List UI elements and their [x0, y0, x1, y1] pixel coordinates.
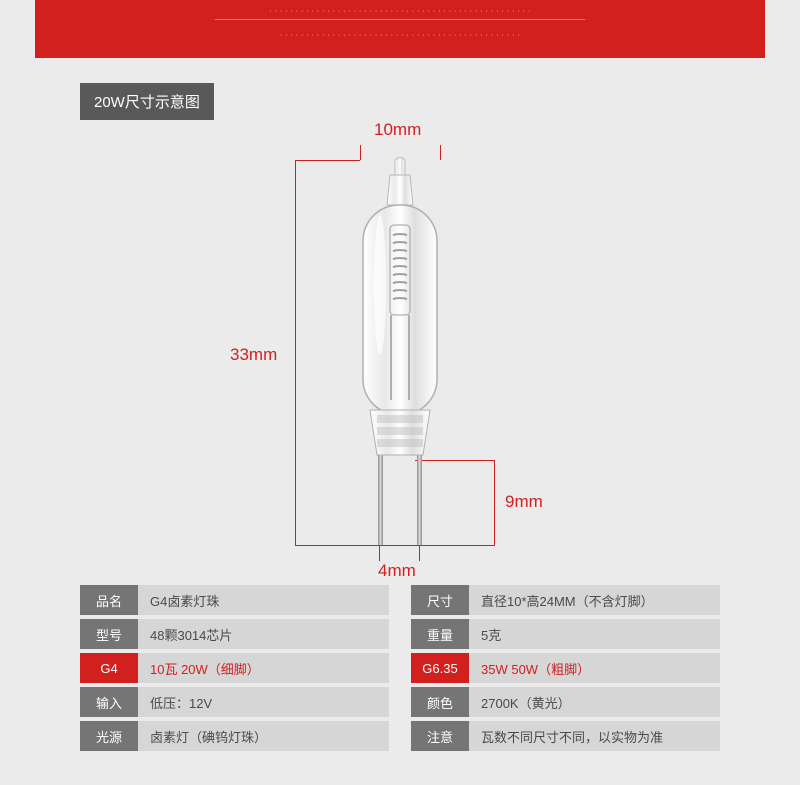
spec-row: G410瓦 20W（细脚）	[80, 653, 389, 683]
spec-value: G4卤素灯珠	[138, 585, 389, 615]
dim-line-h-top	[295, 160, 360, 161]
spec-label: 品名	[80, 585, 138, 615]
spec-label: 注意	[411, 721, 469, 751]
spec-value: 2700K（黄光）	[469, 687, 720, 717]
spec-label: 重量	[411, 619, 469, 649]
spec-value: 5克	[469, 619, 720, 649]
dim-pin-height: 9mm	[505, 492, 543, 512]
spec-row: 尺寸直径10*高24MM（不含灯脚）	[411, 585, 720, 615]
bulb-illustration	[355, 155, 445, 555]
spec-label: 尺寸	[411, 585, 469, 615]
header-band: · · · · · · · · · · · · · · · · · · · · …	[35, 0, 765, 58]
spec-value: 35W 50W（粗脚）	[469, 653, 720, 683]
spec-label: 型号	[80, 619, 138, 649]
spec-row: 光源卤素灯（碘钨灯珠）	[80, 721, 389, 751]
dim-top-width: 10mm	[374, 120, 421, 140]
spec-row: 输入低压：12V	[80, 687, 389, 717]
header-line	[215, 19, 585, 20]
spec-row: G6.3535W 50W（粗脚）	[411, 653, 720, 683]
spec-label: 输入	[80, 687, 138, 717]
dim-pin-gap: 4mm	[378, 561, 416, 581]
dim-line-pin-vert	[494, 460, 495, 546]
dim-line-h-vert	[295, 160, 296, 546]
spec-value: 48颗3014芯片	[138, 619, 389, 649]
spec-value: 直径10*高24MM（不含灯脚）	[469, 585, 720, 615]
title-badge: 20W尺寸示意图	[80, 83, 214, 120]
spec-value: 10瓦 20W（细脚）	[138, 653, 389, 683]
spec-label: G6.35	[411, 653, 469, 683]
spec-row: 颜色2700K（黄光）	[411, 687, 720, 717]
header-subtitle: · · · · · · · · · · · · · · · · · · · · …	[35, 0, 765, 15]
spec-label: 颜色	[411, 687, 469, 717]
spec-value: 低压：12V	[138, 687, 389, 717]
dim-height: 33mm	[230, 345, 277, 365]
spec-row: 品名G4卤素灯珠	[80, 585, 389, 615]
spec-col-left: 品名G4卤素灯珠型号48颗3014芯片G410瓦 20W（细脚）输入低压：12V…	[80, 585, 389, 755]
spec-col-right: 尺寸直径10*高24MM（不含灯脚）重量5克G6.3535W 50W（粗脚）颜色…	[411, 585, 720, 755]
spec-table: 品名G4卤素灯珠型号48颗3014芯片G410瓦 20W（细脚）输入低压：12V…	[80, 585, 720, 755]
spec-value: 瓦数不同尺寸不同，以实物为准	[469, 721, 720, 751]
spec-value: 卤素灯（碘钨灯珠）	[138, 721, 389, 751]
spec-row: 型号48颗3014芯片	[80, 619, 389, 649]
header-subtitle-2: · · · · · · · · · · · · · · · · · · · · …	[35, 24, 765, 39]
spec-row: 注意瓦数不同尺寸不同，以实物为准	[411, 721, 720, 751]
spec-row: 重量5克	[411, 619, 720, 649]
content-area: 20W尺寸示意图 10mm 33mm 9mm 4mm	[35, 58, 765, 785]
bulb-diagram: 10mm 33mm 9mm 4mm	[80, 130, 720, 575]
spec-label: G4	[80, 653, 138, 683]
spec-label: 光源	[80, 721, 138, 751]
